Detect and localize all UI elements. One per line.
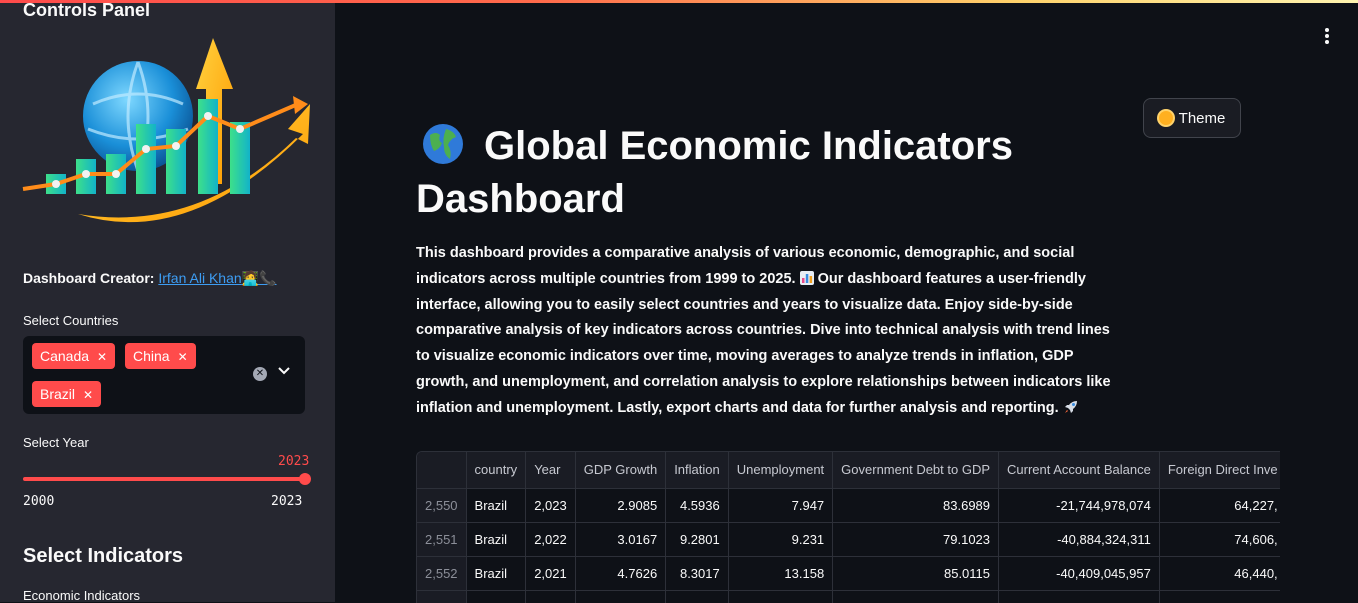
table-row[interactable]: 2,551 Brazil 2,022 3.0167 9.2801 9.231 7… — [417, 522, 1280, 557]
main-menu-icon[interactable] — [1320, 28, 1334, 48]
cell-fdi[interactable]: 64,227, — [1159, 488, 1280, 523]
cell-unemployment[interactable] — [728, 590, 834, 603]
column-header-index[interactable] — [417, 452, 467, 489]
cell-gdp-growth[interactable]: 4.7626 — [575, 556, 667, 591]
sidebar-title: Controls Panel — [23, 0, 151, 20]
creator-label: Dashboard Creator: — [23, 270, 155, 286]
cell-inflation[interactable]: 4.5936 — [665, 488, 729, 523]
chip-label: Brazil — [40, 386, 76, 402]
row-index: 2,552 — [417, 556, 467, 591]
creator-emoji: 🧑‍💻📞 — [241, 270, 277, 286]
table-row[interactable]: 2,550 Brazil 2,023 2.9085 4.5936 7.947 8… — [417, 488, 1280, 523]
year-slider-track[interactable] — [23, 477, 305, 481]
dashboard-description: This dashboard provides a comparative an… — [416, 241, 1126, 422]
column-header-fdi[interactable]: Foreign Direct Inve — [1159, 452, 1280, 489]
chip-remove-icon[interactable]: ✕ — [97, 350, 108, 364]
cell-fdi[interactable]: 46,440, — [1159, 556, 1280, 591]
cell-gdp-growth[interactable]: 2.9085 — [575, 488, 667, 523]
cell-government-debt[interactable]: 85.0115 — [832, 556, 1000, 591]
theme-button[interactable]: Theme — [1143, 98, 1241, 138]
data-table[interactable]: country Year GDP Growth Inflation Unempl… — [416, 451, 1280, 603]
select-countries-label: Select Countries — [23, 313, 119, 328]
description-text-1: This dashboard provides a comparative an… — [416, 245, 1075, 287]
cell-country[interactable]: Brazil — [466, 522, 527, 557]
select-indicators-heading: Select Indicators — [23, 545, 184, 567]
column-header-inflation[interactable]: Inflation — [665, 452, 729, 489]
cell-fdi[interactable] — [1159, 590, 1280, 603]
chip-china[interactable]: China ✕ — [125, 343, 196, 369]
cell-fdi[interactable]: 74,606, — [1159, 522, 1280, 557]
cell-unemployment[interactable]: 13.158 — [728, 556, 834, 591]
page-title-text: Global Economic Indicators Dashboard — [416, 124, 1013, 221]
sun-icon — [1158, 111, 1173, 125]
cell-country[interactable] — [466, 590, 527, 603]
cell-current-account[interactable] — [998, 590, 1160, 603]
cell-year[interactable]: 2,021 — [525, 556, 576, 591]
column-header-unemployment[interactable]: Unemployment — [728, 452, 834, 489]
cell-inflation[interactable] — [665, 590, 729, 603]
cell-country[interactable]: Brazil — [466, 488, 527, 523]
globe-icon — [423, 124, 463, 164]
clear-all-icon[interactable]: ✕ — [253, 367, 267, 381]
cell-current-account[interactable]: -40,884,324,311 — [998, 522, 1160, 557]
page-title: Global Economic Indicators Dashboard — [416, 120, 1116, 226]
cell-government-debt[interactable]: 79.1023 — [832, 522, 1000, 557]
cell-country[interactable]: Brazil — [466, 556, 527, 591]
cell-year[interactable]: 2,022 — [525, 522, 576, 557]
cell-current-account[interactable]: -21,744,978,074 — [998, 488, 1160, 523]
cell-gdp-growth[interactable] — [575, 590, 667, 603]
theme-button-label: Theme — [1178, 109, 1226, 127]
table-row[interactable] — [417, 590, 1280, 603]
creator-link[interactable]: Irfan Ali Khan🧑‍💻📞 — [158, 270, 276, 286]
economic-indicators-label: Economic Indicators — [23, 588, 141, 602]
column-header-year[interactable]: Year — [525, 452, 576, 489]
cell-year[interactable]: 2,023 — [525, 488, 576, 523]
cell-current-account[interactable]: -40,409,045,957 — [998, 556, 1160, 591]
description-text-2: Our dashboard features a user-friendly i… — [416, 270, 1111, 416]
row-index: 2,550 — [417, 488, 467, 523]
countries-multiselect[interactable]: Canada ✕ China ✕ Brazil ✕ ✕ — [23, 336, 305, 414]
cell-inflation[interactable]: 8.3017 — [665, 556, 729, 591]
cell-inflation[interactable]: 9.2801 — [665, 522, 729, 557]
top-decoration-bar — [0, 0, 1358, 3]
column-header-government-debt[interactable]: Government Debt to GDP — [832, 452, 1000, 489]
app-header — [335, 3, 1358, 63]
bar-chart-icon — [799, 270, 814, 285]
table-header-row: country Year GDP Growth Inflation Unempl… — [417, 452, 1280, 489]
economic-growth-logo-icon — [22, 38, 310, 223]
chip-remove-icon[interactable]: ✕ — [177, 350, 188, 364]
year-slider-thumb[interactable] — [299, 473, 311, 485]
year-slider-min: 2000 — [23, 494, 55, 509]
row-index — [417, 590, 467, 603]
cell-unemployment[interactable]: 9.231 — [728, 522, 834, 557]
cell-government-debt[interactable]: 83.6989 — [832, 488, 1000, 523]
rocket-icon — [1064, 400, 1077, 413]
cell-unemployment[interactable]: 7.947 — [728, 488, 834, 523]
select-year-label: Select Year — [23, 435, 89, 450]
sidebar: Controls Panel Da — [0, 0, 335, 602]
year-slider-value: 2023 — [278, 454, 310, 469]
chip-remove-icon[interactable]: ✕ — [83, 388, 94, 402]
year-slider-max: 2023 — [271, 494, 303, 509]
column-header-current-account[interactable]: Current Account Balance — [998, 452, 1160, 489]
chip-canada[interactable]: Canada ✕ — [32, 343, 116, 369]
creator-name: Irfan Ali Khan — [158, 270, 242, 286]
chip-label: China — [133, 348, 170, 364]
chip-label: Canada — [40, 348, 90, 364]
cell-government-debt[interactable] — [832, 590, 1000, 603]
chevron-down-icon[interactable] — [277, 364, 291, 378]
cell-gdp-growth[interactable]: 3.0167 — [575, 522, 667, 557]
column-header-country[interactable]: country — [466, 452, 527, 489]
table-row[interactable]: 2,552 Brazil 2,021 4.7626 8.3017 13.158 … — [417, 556, 1280, 591]
cell-year[interactable] — [525, 590, 576, 603]
dashboard-creator: Dashboard Creator: Irfan Ali Khan🧑‍💻📞 — [23, 270, 277, 287]
row-index: 2,551 — [417, 522, 467, 557]
chip-brazil[interactable]: Brazil ✕ — [32, 381, 102, 407]
column-header-gdp-growth[interactable]: GDP Growth — [575, 452, 667, 489]
